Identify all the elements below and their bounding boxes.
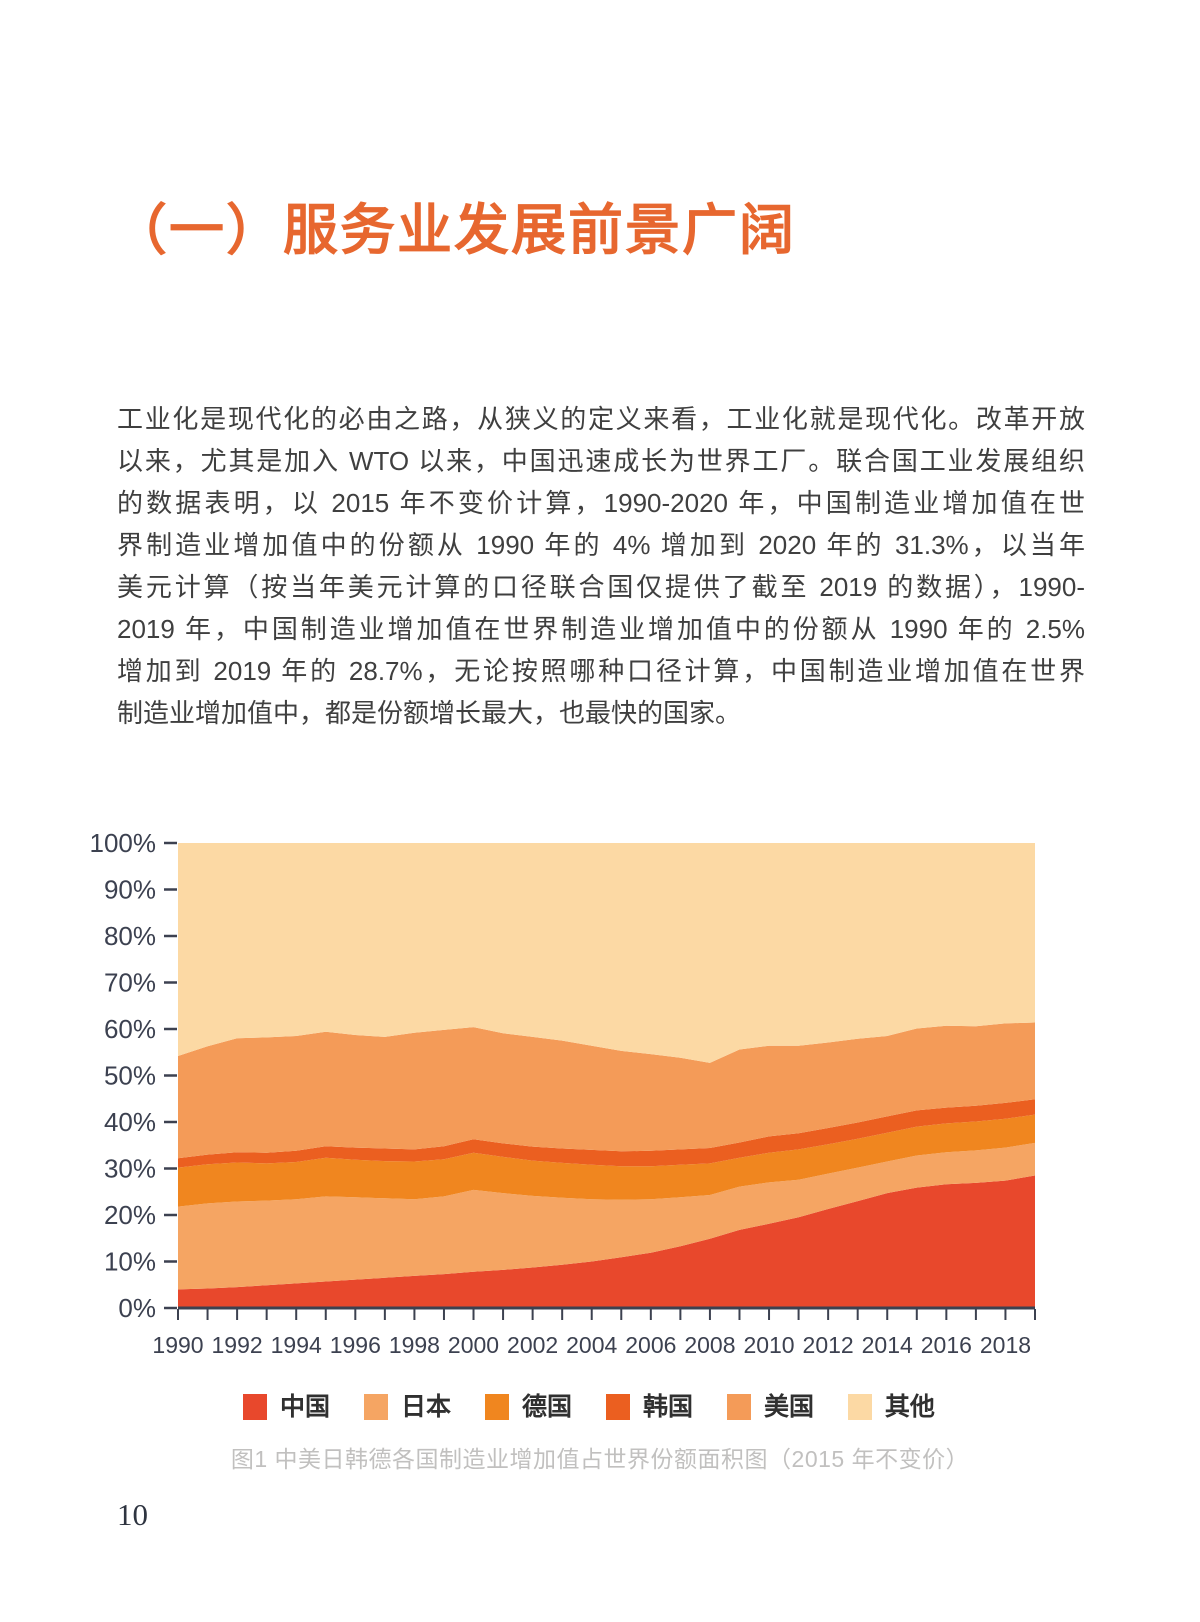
area-band-日本 bbox=[178, 1142, 1035, 1290]
svg-text:2008: 2008 bbox=[684, 1332, 735, 1358]
paragraph-line: 以来，尤其是加入 WTO 以来，中国迅速成长为世界工厂。联合国工业发展组织 bbox=[117, 446, 1085, 476]
paragraph-line: 制造业增加值中，都是份额增长最大，也最快的国家。 bbox=[117, 698, 742, 728]
area-band-中国 bbox=[178, 1175, 1035, 1308]
svg-text:30%: 30% bbox=[104, 1154, 156, 1184]
legend-item-4: 韩国 bbox=[605, 1393, 693, 1421]
svg-text:1996: 1996 bbox=[330, 1332, 381, 1358]
figure-area: 0% 10% 20% 30% 40% 50% 60% 70% 80% 90% 100% 1990 199… bbox=[60, 818, 1060, 1378]
legend-swatch-icon bbox=[363, 1394, 388, 1420]
paragraph-line: 界制造业增加值中的份额从 1990 年的 4% 增加到 2020 年的 31.3… bbox=[117, 530, 1085, 560]
paragraph-line: 2019 年，中国制造业增加值在世界制造业增加值中的份额从 1990 年的 2.… bbox=[117, 614, 1085, 644]
legend-item-5: 美国 bbox=[726, 1393, 814, 1421]
legend-item-2: 日本 bbox=[363, 1393, 451, 1421]
paragraph-line: 的数据表明，以 2015 年不变价计算，1990-2020 年，中国制造业增加值… bbox=[117, 488, 1085, 518]
legend-label: 美国 bbox=[763, 1393, 814, 1421]
page-title: （一）服务业发展前景广阔 bbox=[112, 198, 797, 261]
area-band-美国 bbox=[178, 1022, 1035, 1159]
legend-label: 德国 bbox=[521, 1393, 572, 1421]
legend-swatch-icon bbox=[243, 1394, 267, 1420]
stacked-area-chart: 0%10%20%30%40%50%60%70%80%90%100%1990 199… bbox=[90, 828, 1036, 1358]
svg-text:100%: 100% bbox=[90, 828, 157, 858]
svg-text:1990: 1990 bbox=[152, 1332, 203, 1358]
legend-item-1: 中国 bbox=[243, 1394, 330, 1420]
figure-caption: 图1 中美日韩德各国制造业增加值占世界份额面积图（2015 年不变价） bbox=[230, 1446, 970, 1472]
paragraph-line: 美元计算（按当年美元计算的口径联合国仅提供了截至 2019 的数据），1990- bbox=[117, 572, 1085, 602]
area-band-其他 bbox=[178, 843, 1035, 1063]
area-band-德国 bbox=[178, 1114, 1035, 1207]
svg-text:2000: 2000 bbox=[448, 1332, 499, 1358]
legend-label: 日本 bbox=[400, 1393, 451, 1421]
svg-text:80%: 80% bbox=[104, 921, 156, 951]
svg-text:1994: 1994 bbox=[271, 1332, 322, 1358]
svg-text:2016: 2016 bbox=[921, 1332, 972, 1358]
page-number: 10 bbox=[117, 1497, 148, 1532]
svg-text:0%: 0% bbox=[118, 1293, 156, 1323]
legend-label: 韩国 bbox=[642, 1393, 693, 1421]
svg-text:2002: 2002 bbox=[507, 1332, 558, 1358]
svg-text:1998: 1998 bbox=[389, 1332, 440, 1358]
legend-label: 中国 bbox=[280, 1393, 331, 1421]
paragraph-line: 工业化是现代化的必由之路，从狭义的定义来看，工业化就是现代化。改革开放 bbox=[117, 404, 1085, 434]
svg-text:2004: 2004 bbox=[566, 1332, 617, 1358]
svg-text:20%: 20% bbox=[104, 1200, 156, 1230]
svg-text:2018: 2018 bbox=[980, 1332, 1031, 1358]
svg-text:70%: 70% bbox=[104, 968, 156, 998]
legend-item-3: 德国 bbox=[484, 1393, 572, 1421]
legend-item-6: 其他 bbox=[847, 1393, 935, 1421]
area-band-韩国 bbox=[178, 1099, 1035, 1168]
legend-swatch-icon bbox=[726, 1394, 751, 1420]
svg-text:2012: 2012 bbox=[803, 1332, 854, 1358]
svg-text:2014: 2014 bbox=[862, 1332, 913, 1358]
body-paragraph: 工业化是现代化的必由之路，从狭义的定义来看，工业化就是现代化。改革开放 以来，尤其… bbox=[117, 398, 1085, 734]
chart-legend: 中国 日本 德国 韩国 美国 其他 bbox=[243, 1394, 935, 1420]
svg-text:50%: 50% bbox=[104, 1061, 156, 1091]
paragraph-line: 增加到 2019 年的 28.7%，无论按照哪种口径计算，中国制造业增加值在世界 bbox=[117, 656, 1085, 686]
svg-text:60%: 60% bbox=[104, 1014, 156, 1044]
legend-label: 其他 bbox=[884, 1393, 935, 1421]
legend-swatch-icon bbox=[484, 1394, 509, 1420]
svg-text:10%: 10% bbox=[104, 1247, 156, 1277]
y-axis: 0% 10% 20% 30% 40% 50% 60% 70% 80% 90% 100% bbox=[90, 828, 177, 1323]
legend-swatch-icon bbox=[605, 1394, 630, 1420]
svg-text:90%: 90% bbox=[104, 875, 156, 905]
svg-text:40%: 40% bbox=[104, 1107, 156, 1137]
svg-text:1992: 1992 bbox=[212, 1332, 263, 1358]
x-axis: 1990 1992 1994 1996 1998 2000 2002 2004 2006 2008… bbox=[152, 1306, 1036, 1358]
svg-text:2010: 2010 bbox=[743, 1332, 794, 1358]
legend-swatch-icon bbox=[847, 1394, 872, 1420]
svg-text:2006: 2006 bbox=[625, 1332, 676, 1358]
